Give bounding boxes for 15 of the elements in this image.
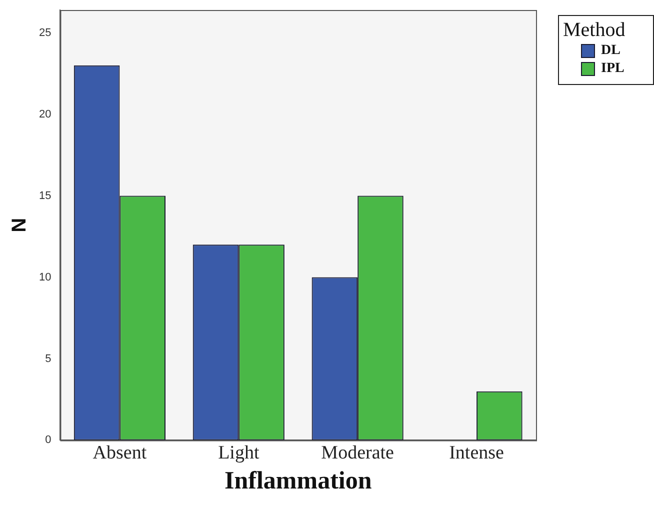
y-tick-label: 20	[38, 108, 52, 120]
x-tick-label: Intense	[449, 442, 504, 464]
y-axis-title: N	[8, 218, 31, 232]
x-tick-label: Moderate	[321, 442, 394, 464]
y-tick-label: 25	[38, 26, 52, 39]
legend-label: IPL	[601, 60, 624, 78]
x-tick-label: Light	[218, 442, 260, 464]
y-tick-label: 10	[38, 271, 52, 284]
legend-title: Method	[563, 18, 626, 42]
x-tick-label: Absent	[92, 442, 148, 464]
y-tick-label: 5	[45, 352, 52, 365]
y-tick-label: 0	[45, 434, 52, 446]
legend-label: DL	[601, 42, 620, 60]
x-axis-title: Inflammation	[224, 467, 372, 494]
y-tick-label: 15	[38, 190, 52, 202]
